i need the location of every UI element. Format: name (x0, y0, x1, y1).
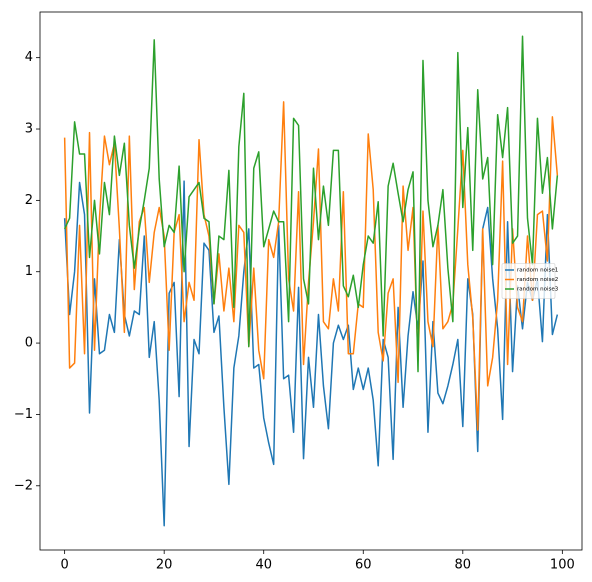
legend-box (501, 263, 556, 299)
y-tick-label: 1 (25, 264, 33, 279)
x-tick-label: 100 (550, 558, 575, 573)
y-tick-label: 4 (25, 50, 33, 65)
y-tick-label: 3 (25, 122, 33, 137)
y-tick-label: −2 (14, 478, 33, 493)
legend-label: random noise2 (517, 277, 558, 283)
legend-label: random noise3 (517, 287, 559, 293)
x-tick-label: 80 (455, 558, 472, 573)
x-tick-label: 20 (156, 558, 173, 573)
axes-frame (39, 11, 583, 551)
y-tick-label: −1 (14, 407, 33, 422)
x-tick-label: 0 (60, 558, 68, 573)
series-line (63, 35, 559, 373)
x-tick-label: 40 (255, 558, 272, 573)
y-tick-label: 0 (25, 336, 33, 351)
legend-label: random noise1 (517, 268, 558, 274)
y-tick-label: 2 (25, 193, 33, 208)
x-tick-label: 60 (355, 558, 372, 573)
